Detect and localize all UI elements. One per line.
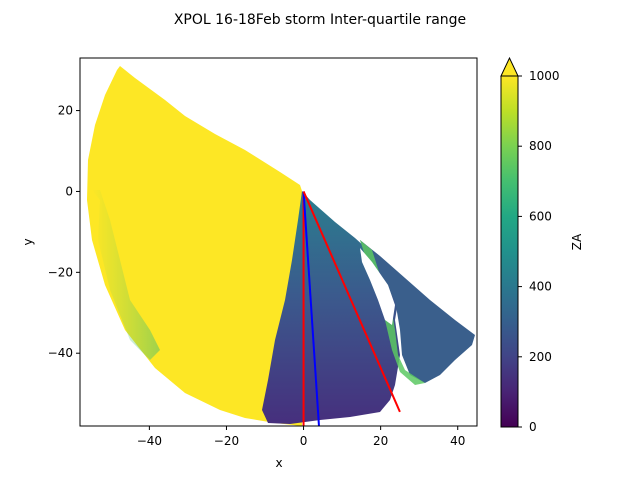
heatmap-nodata-gap bbox=[360, 248, 395, 325]
colorbar-label: ZA bbox=[570, 233, 584, 250]
x-axis-label: x bbox=[275, 456, 282, 470]
y-tick-label: −40 bbox=[48, 346, 73, 360]
y-ticks: 20 0 −20 −40 bbox=[48, 104, 80, 360]
red-line-diagonal bbox=[302, 191, 401, 413]
y-tick-label: −20 bbox=[48, 265, 73, 279]
x-tick-label: 20 bbox=[373, 434, 388, 448]
x-tick-label: −20 bbox=[214, 434, 239, 448]
colorbar-tick-label: 800 bbox=[529, 139, 552, 153]
x-tick-label: 0 bbox=[300, 434, 308, 448]
x-tick-label: 40 bbox=[450, 434, 465, 448]
blue-line bbox=[302, 191, 320, 426]
colorbar-extend-arrow bbox=[500, 56, 519, 77]
colorbar-tick-label: 1000 bbox=[529, 69, 560, 83]
colorbar-tick-label: 400 bbox=[529, 280, 552, 294]
colorbar-tick-label: 0 bbox=[529, 420, 537, 434]
y-axis-label: y bbox=[21, 238, 35, 245]
colorbar-tick-label: 200 bbox=[529, 350, 552, 364]
plot-area bbox=[87, 66, 475, 426]
colorbar-gradient bbox=[501, 76, 518, 427]
colorbar-ticks: 0 200 400 600 800 1000 bbox=[518, 69, 560, 434]
heatmap-outer-band bbox=[360, 240, 475, 383]
y-tick-label: 0 bbox=[65, 184, 73, 198]
axes-frame bbox=[79, 57, 478, 427]
colorbar-frame bbox=[500, 76, 519, 428]
colorbar-tick-label: 600 bbox=[529, 209, 552, 223]
y-tick-label: 20 bbox=[58, 104, 73, 118]
chart-title: XPOL 16-18Feb storm Inter-quartile range bbox=[174, 12, 466, 28]
x-ticks: −40 −20 0 20 40 bbox=[137, 426, 465, 448]
heatmap-edge-variation bbox=[92, 190, 160, 360]
x-tick-label: −40 bbox=[137, 434, 162, 448]
colorbar: 0 200 400 600 800 1000 ZA bbox=[500, 56, 584, 434]
